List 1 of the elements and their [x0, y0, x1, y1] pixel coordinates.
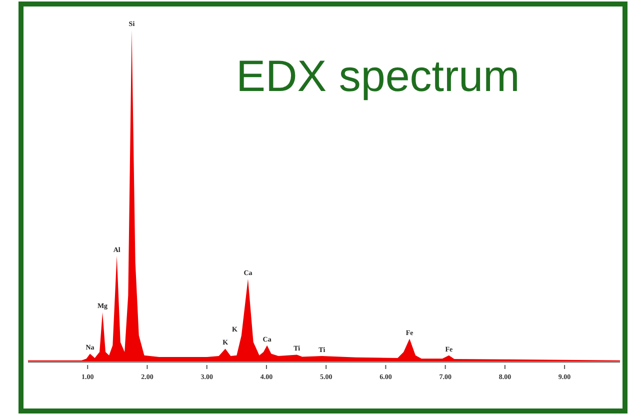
text: EDX spectrum — [236, 52, 520, 101]
